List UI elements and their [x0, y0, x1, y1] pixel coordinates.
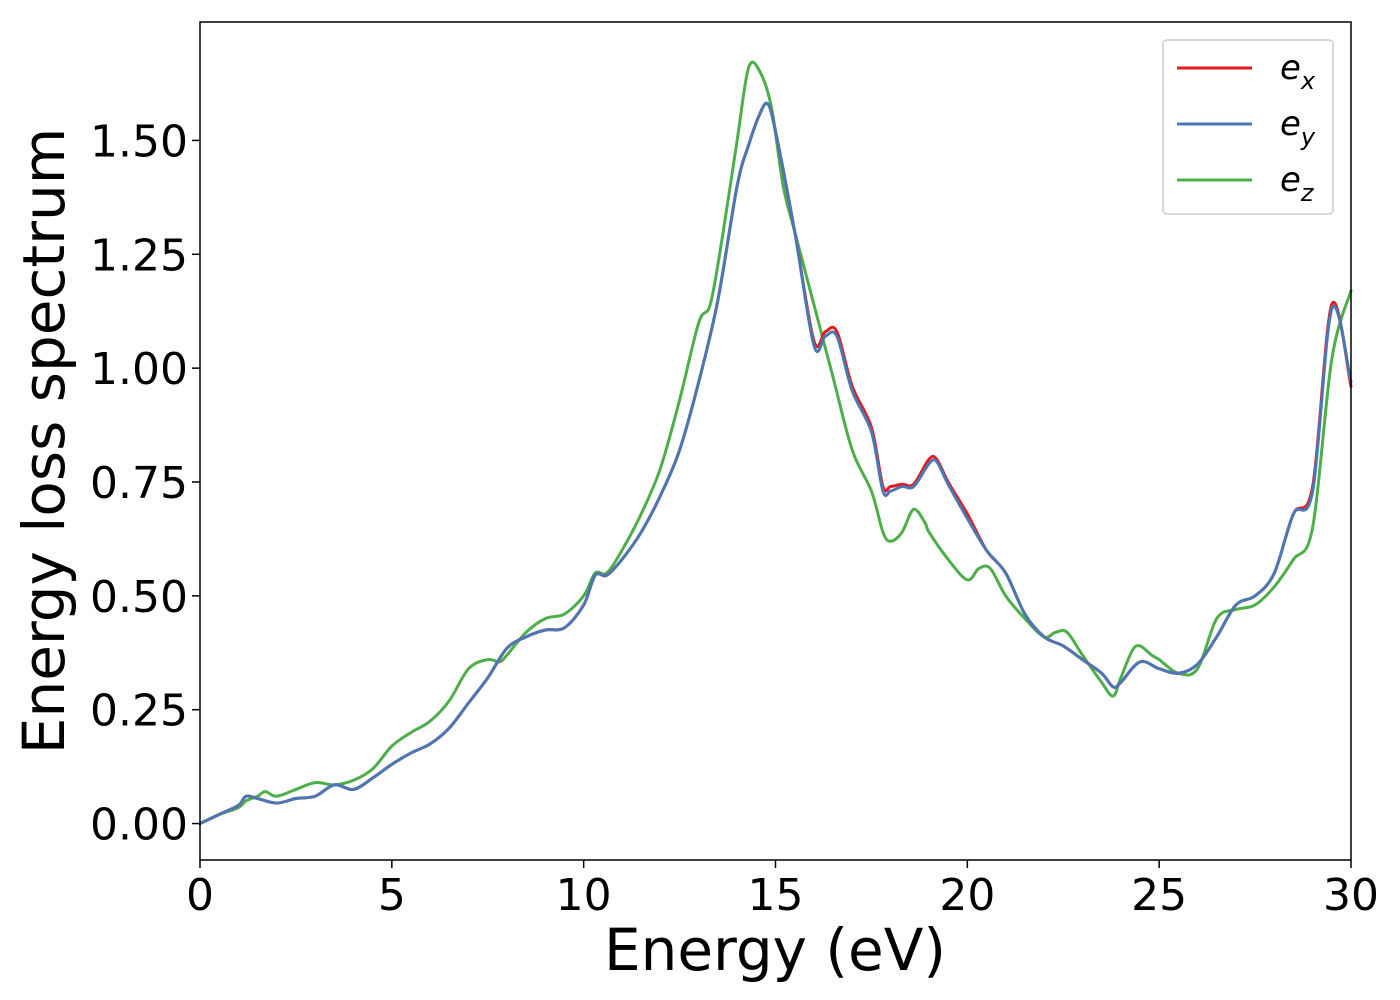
- x-tick-label: 30: [1323, 870, 1379, 921]
- x-tick-label: 10: [556, 870, 612, 921]
- x-tick-label: 20: [939, 870, 995, 921]
- y-tick-label: 1.50: [90, 116, 188, 167]
- x-tick-label: 0: [186, 870, 214, 921]
- x-axis-label: Energy (eV): [604, 916, 946, 984]
- legend-label-base: e: [1280, 48, 1301, 88]
- legend-label-subscript: z: [1300, 179, 1315, 207]
- legend-label-subscript: x: [1300, 67, 1316, 95]
- x-tick-label: 25: [1131, 870, 1187, 921]
- y-tick-label: 0.75: [90, 458, 188, 509]
- y-tick-label: 0.25: [90, 686, 188, 737]
- legend-label-base: e: [1280, 104, 1301, 144]
- x-tick-label: 5: [378, 870, 406, 921]
- x-axis: 0 5 10 15 20 25 30: [186, 860, 1379, 921]
- y-tick-label: 1.00: [90, 344, 188, 395]
- series-line-z: [198, 60, 1353, 826]
- y-tick-label: 0.00: [90, 800, 188, 851]
- series-line-y: [198, 101, 1353, 826]
- x-tick-label: 15: [748, 870, 804, 921]
- legend-label-x: ex: [1280, 48, 1316, 95]
- legend-label-y: ey: [1280, 104, 1316, 151]
- y-tick-label: 1.25: [90, 230, 188, 281]
- legend-label-base: e: [1280, 160, 1301, 200]
- y-axis-label: Energy loss spectrum: [10, 128, 78, 754]
- legend-frame: [1162, 39, 1334, 215]
- y-axis: 0.00 0.25 0.50 0.75 1.00 1.25 1.50: [90, 116, 200, 851]
- series-layer: [198, 60, 1353, 826]
- legend-label-subscript: y: [1300, 123, 1316, 151]
- legend-label-z: ez: [1280, 160, 1315, 207]
- y-tick-label: 0.50: [90, 572, 188, 623]
